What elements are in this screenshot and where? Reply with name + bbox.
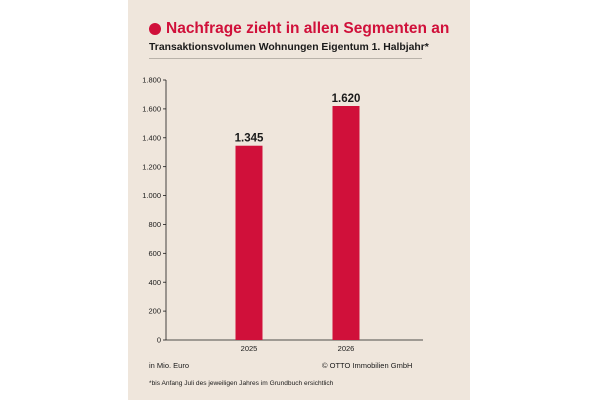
- unit-note: in Mio. Euro: [149, 361, 190, 370]
- headline-text: Nachfrage zieht in allen Segmenten an: [166, 20, 450, 37]
- y-tick-label: 600: [148, 249, 161, 258]
- y-tick-label: 1.800: [142, 76, 161, 85]
- bar-2025: [235, 145, 263, 340]
- bar-2026: [332, 106, 360, 340]
- bar-value-label: 1.620: [332, 93, 361, 105]
- y-tick-label: 1.000: [142, 191, 161, 200]
- y-tick-label: 800: [148, 220, 161, 229]
- x-tick-label: 2025: [241, 344, 258, 353]
- y-tick-label: 1.400: [142, 133, 161, 142]
- headline: Nachfrage zieht in allen Segmenten an: [149, 20, 449, 38]
- bullet-dot-icon: [149, 23, 161, 35]
- source-note: © OTTO Immobilien GmbH: [322, 361, 413, 370]
- chart-panel: [128, 0, 470, 400]
- divider: [149, 58, 422, 59]
- y-tick-label: 1.200: [142, 162, 161, 171]
- bar-value-label: 1.345: [235, 133, 264, 145]
- y-tick-label: 1.600: [142, 104, 161, 113]
- y-tick-label: 200: [148, 307, 161, 316]
- y-tick-label: 0: [157, 336, 161, 345]
- bar-chart: 0 200 400 600 800 1.000 1.200 1.400 1.600 1.800 1.…: [142, 76, 423, 353]
- footnote: *bis Anfang Juli des jeweiligen Jahres i…: [149, 380, 334, 387]
- y-tick-label: 400: [148, 278, 161, 287]
- x-tick-label: 2026: [338, 344, 355, 353]
- chart-subtitle: Transaktionsvolumen Wohnungen Eigentum 1…: [149, 42, 429, 53]
